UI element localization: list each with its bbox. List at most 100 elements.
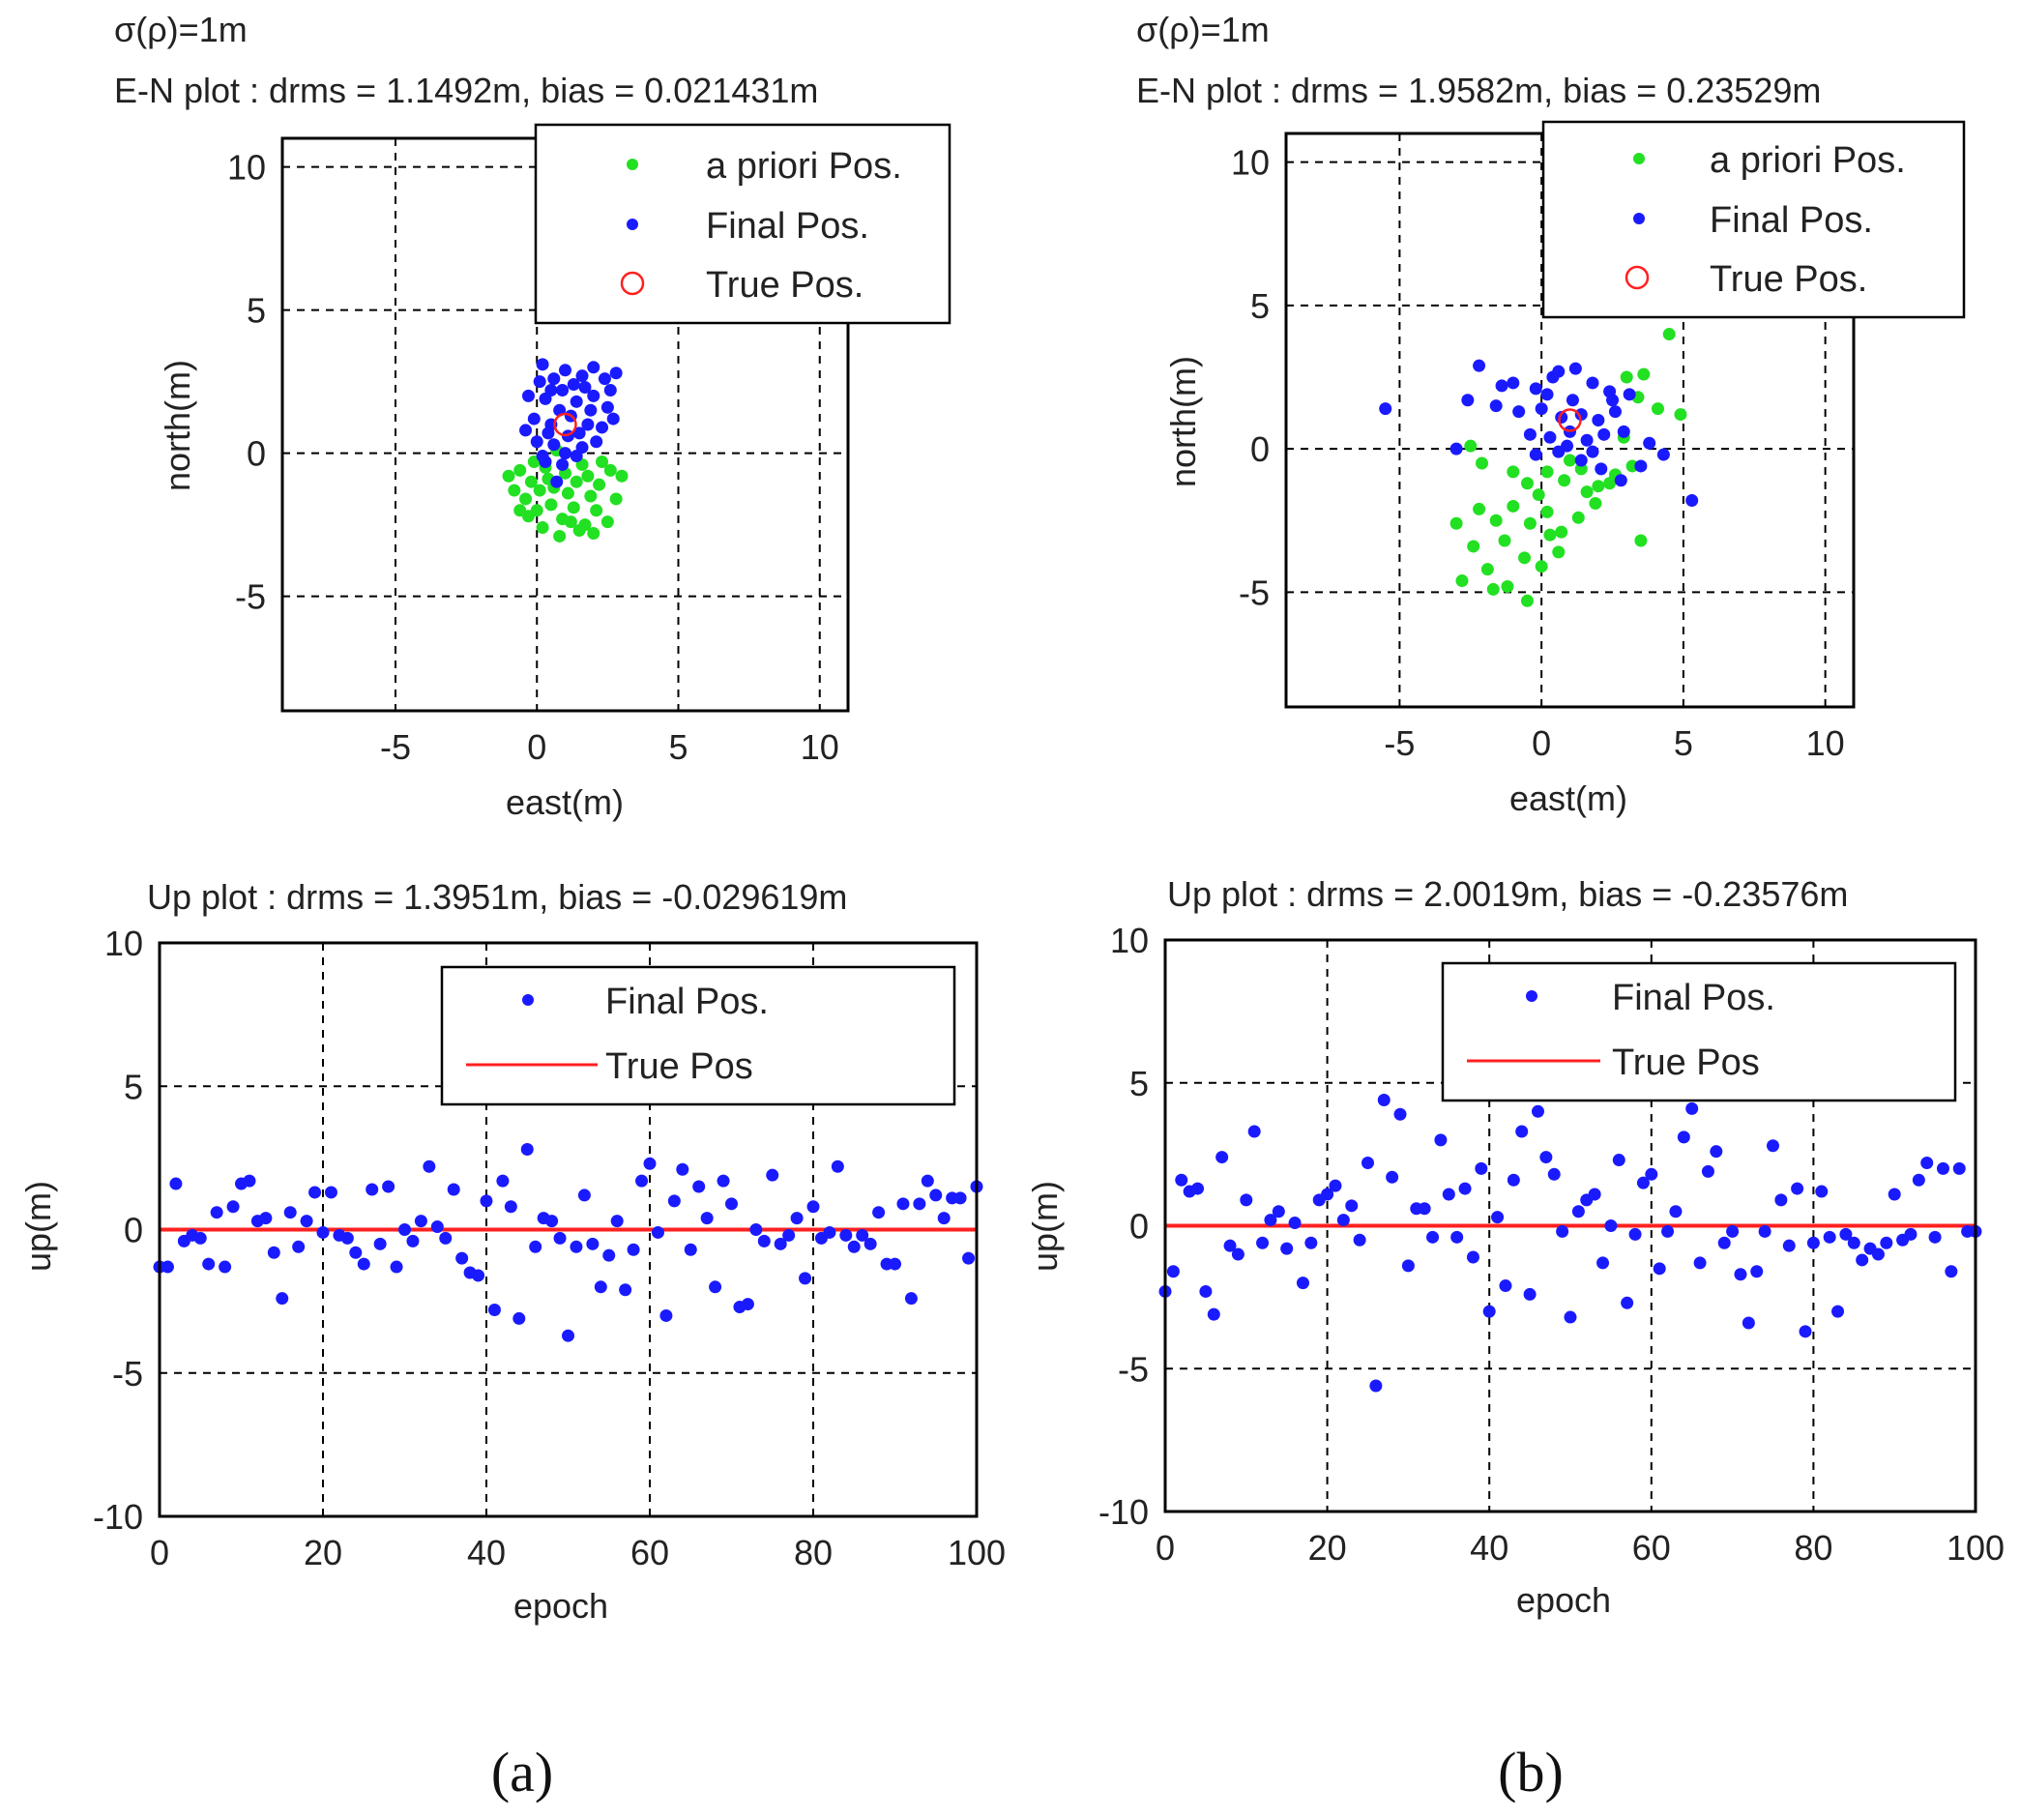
x-tick-label: -5 [380, 727, 411, 767]
panel-b-up-plot: Up plot : drms = 2.0019m, bias = -0.2357… [1025, 874, 2005, 1620]
final-pos-point [962, 1251, 976, 1265]
x-tick-label: 0 [1156, 1528, 1175, 1568]
final-pos-point [1499, 1279, 1512, 1293]
final-pos-point [1677, 1130, 1690, 1144]
data-marks [502, 358, 629, 543]
x-tick-label: 80 [794, 1533, 833, 1572]
x-axis-label: epoch [513, 1586, 608, 1626]
final-pos-point [1643, 436, 1656, 450]
final-pos-point [603, 383, 617, 396]
legend-box [534, 123, 951, 325]
final-pos-point [1345, 1199, 1359, 1213]
final-pos-point [847, 1240, 861, 1253]
y-tick-label: 10 [1110, 921, 1149, 960]
final-pos-point [1888, 1188, 1901, 1201]
final-pos-point [1767, 1139, 1779, 1153]
final-pos-point [439, 1231, 453, 1245]
final-pos-point [651, 1225, 664, 1239]
final-pos-point [609, 367, 623, 380]
apriori-pos-point [572, 524, 586, 538]
title-line2: E-N plot : drms = 1.9582m, bias = 0.2352… [1136, 71, 1821, 110]
final-pos-point [587, 361, 600, 374]
final-pos-point [1336, 1214, 1350, 1227]
x-tick-label: 100 [948, 1533, 1006, 1572]
x-tick-label: 10 [1806, 723, 1845, 763]
final-pos-point [596, 421, 609, 434]
final-pos-point [1574, 454, 1588, 467]
apriori-pos-point [600, 515, 614, 529]
final-pos-point [1636, 1176, 1650, 1189]
legend-label-apriori: a priori Pos. [706, 146, 902, 187]
final-pos-point [1592, 414, 1605, 426]
final-pos-point [1945, 1265, 1958, 1278]
final-pos-point [1546, 370, 1560, 384]
final-pos-point [806, 1200, 820, 1214]
apriori-pos-point [1620, 370, 1633, 384]
x-tick-label: 0 [150, 1533, 169, 1572]
x-tick-label: 0 [527, 727, 546, 767]
final-pos-point [1596, 1256, 1610, 1270]
final-pos-point [741, 1298, 754, 1311]
final-pos-point [1512, 405, 1526, 419]
final-pos-point [398, 1223, 411, 1236]
final-pos-point [1482, 1305, 1496, 1318]
apriori-pos-point [1520, 594, 1534, 607]
final-pos-point [487, 1304, 501, 1317]
final-pos-point [1586, 376, 1599, 390]
final-pos-point [1621, 1296, 1634, 1309]
final-pos-point [700, 1212, 714, 1225]
final-pos-point [504, 1200, 517, 1214]
data-marks [153, 1142, 983, 1342]
final-pos-point [556, 383, 570, 396]
final-pos-point [1418, 1202, 1431, 1216]
panel-b-en-plot: σ(ρ)=1m E-N plot : drms = 1.9582m, bias … [1136, 10, 1966, 818]
final-pos-point [357, 1257, 370, 1271]
final-pos-point [1329, 1179, 1342, 1192]
apriori-pos-point [1498, 534, 1511, 547]
apriori-pos-point [1589, 496, 1602, 510]
data-marks [1158, 1093, 1982, 1393]
final-pos-point [692, 1180, 706, 1193]
final-pos-point [1540, 388, 1554, 401]
x-axis-label: east(m) [1509, 778, 1627, 818]
x-tick-label: 20 [304, 1533, 342, 1572]
final-pos-point [1547, 1167, 1561, 1181]
final-pos-point [1614, 474, 1627, 487]
final-pos-point [1815, 1185, 1829, 1198]
final-pos-point [559, 447, 571, 460]
apriori-pos-point [1455, 574, 1469, 588]
x-tick-label: 10 [801, 727, 839, 767]
data-marks [1379, 328, 1699, 607]
y-tick-label: 10 [104, 924, 143, 963]
apriori-pos-point [581, 469, 595, 483]
apriori-pos-point [536, 521, 549, 535]
final-pos-point [308, 1186, 322, 1199]
y-axis-label: north(m) [1163, 356, 1203, 487]
final-pos-point [921, 1174, 934, 1188]
final-pos-point [584, 403, 598, 417]
ticks: -5 0 5 10 -5 0 5 10 [1231, 143, 1845, 763]
y-tick-label: -5 [1239, 572, 1270, 612]
final-pos-point [480, 1194, 493, 1208]
final-pos-point [749, 1223, 763, 1236]
plot-frame [158, 941, 979, 1518]
legend-marker-final [1633, 213, 1645, 224]
final-pos-point [324, 1186, 337, 1199]
y-axis-label: up(m) [18, 1181, 58, 1272]
x-tick-label: 60 [630, 1533, 669, 1572]
final-pos-point [219, 1260, 232, 1274]
final-pos-point [1523, 427, 1537, 441]
final-pos-point [1361, 1156, 1374, 1169]
final-pos-point [590, 435, 603, 449]
apriori-pos-point [508, 484, 521, 497]
final-pos-point [1628, 1227, 1642, 1241]
apriori-pos-point [524, 475, 538, 488]
y-tick-label: 0 [1250, 429, 1270, 469]
final-pos-point [1353, 1233, 1366, 1247]
final-pos-point [556, 457, 570, 471]
final-pos-point [1296, 1277, 1309, 1290]
x-tick-label: 5 [1674, 723, 1693, 763]
apriori-pos-point [590, 504, 603, 517]
ticks: 0 20 40 60 80 100 -10 -5 0 5 10 [1098, 921, 2005, 1568]
final-pos-point [1685, 1101, 1699, 1115]
